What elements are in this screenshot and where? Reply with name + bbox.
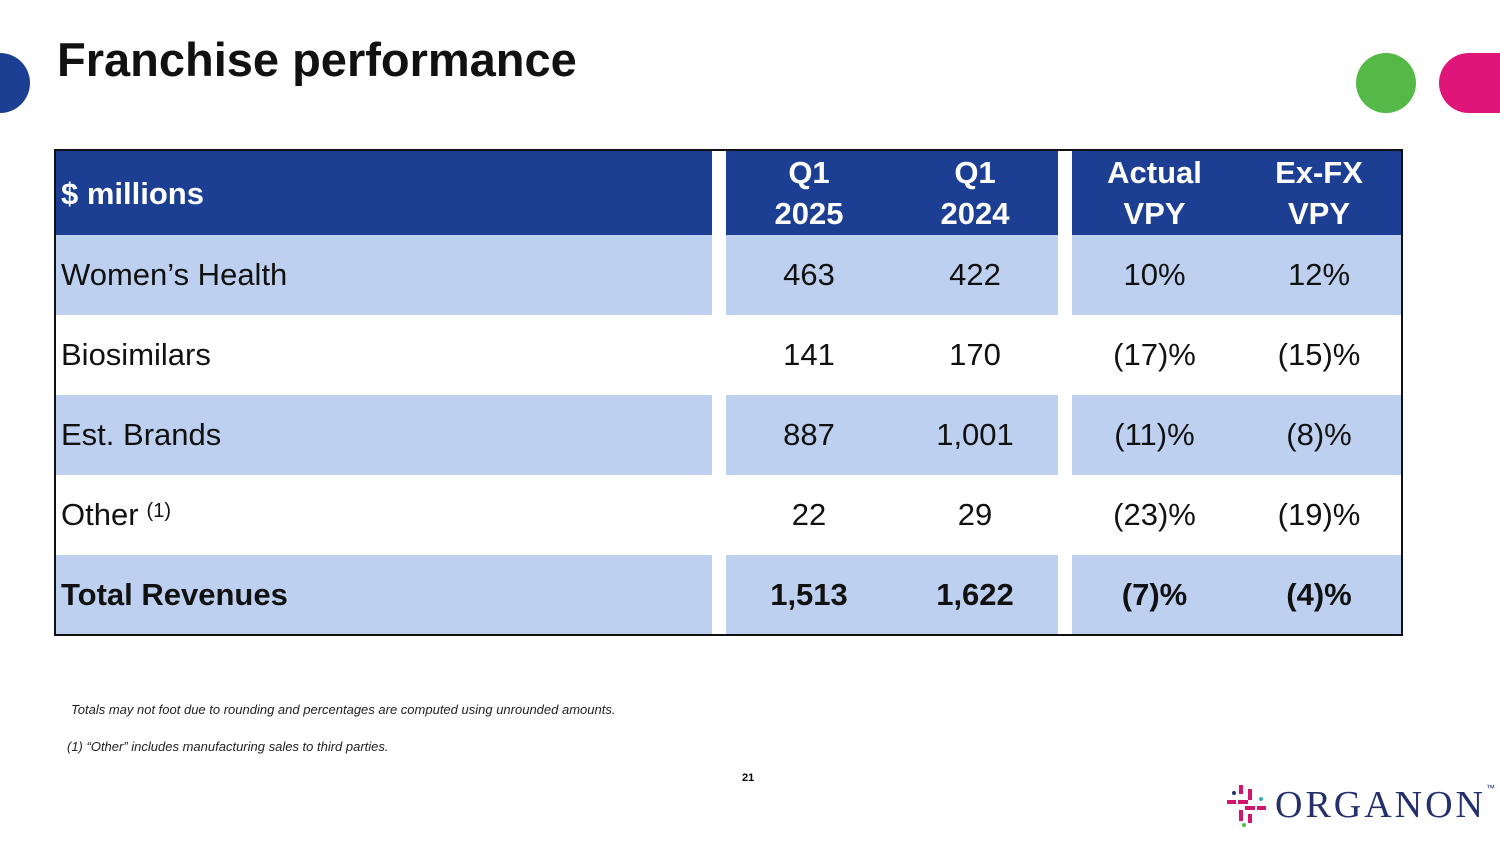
organon-mark-icon xyxy=(1227,785,1266,827)
cell-actual-vpy: 10% xyxy=(1072,235,1237,315)
footnote-rounding: Totals may not foot due to rounding and … xyxy=(71,702,616,717)
row-label: Biosimilars xyxy=(56,315,712,395)
row-label-text: Est. Brands xyxy=(61,417,222,452)
header-q1-2025: Q1 2025 xyxy=(726,151,892,235)
row-label-text: Biosimilars xyxy=(61,337,211,372)
cell-actual-vpy: (7)% xyxy=(1072,555,1237,634)
cell-actual-vpy: (11)% xyxy=(1072,395,1237,475)
cell-q1-2024: 29 xyxy=(957,497,993,532)
header-actual-vpy: Actual VPY xyxy=(1072,151,1237,235)
row-label: Est. Brands xyxy=(56,395,712,475)
cell-actual-vpy: (17)% xyxy=(1113,337,1196,372)
row-label: Women’s Health xyxy=(56,235,712,315)
page-title: Franchise performance xyxy=(57,33,577,86)
cell-q1-2024: 170 xyxy=(949,337,1001,372)
cell-q1-2025: 887 xyxy=(726,395,892,475)
cell-q1-2024: 1,622 xyxy=(892,555,1058,634)
header-exfx-vpy: Ex-FX VPY xyxy=(1237,151,1401,235)
header-q1-2024: Q1 2024 xyxy=(892,151,1058,235)
organon-logo: ORGANON ™ xyxy=(1225,783,1495,827)
footnote-marker: (1) xyxy=(146,499,171,522)
cell-exfx-vpy: (4)% xyxy=(1237,555,1401,634)
row-label-text: Women’s Health xyxy=(61,257,288,292)
page-number: 21 xyxy=(742,772,755,784)
cell-exfx-vpy: (8)% xyxy=(1237,395,1401,475)
row-label: Total Revenues xyxy=(56,555,712,634)
cell-exfx-vpy: (15)% xyxy=(1277,337,1361,372)
cell-q1-2024: 1,001 xyxy=(892,395,1058,475)
row-label-text: Total Revenues xyxy=(61,576,288,612)
cell-exfx-vpy: (19)% xyxy=(1277,497,1361,532)
cell-q1-2025: 1,513 xyxy=(726,555,892,634)
franchise-table: $ millions Q1 2025 Q1 2024 Actual VPY Ex… xyxy=(54,149,1403,636)
cell-q1-2025: 22 xyxy=(791,497,827,532)
cell-exfx-vpy: 12% xyxy=(1237,235,1401,315)
header-label: $ millions xyxy=(56,151,712,235)
logo-text: ORGANON xyxy=(1275,784,1486,826)
row-label: Other (1) xyxy=(56,475,712,555)
cell-actual-vpy: (23)% xyxy=(1113,497,1196,532)
row-label-text: Other xyxy=(61,497,139,532)
pink-pill-decoration xyxy=(1439,53,1500,113)
footnote-other: (1) “Other” includes manufacturing sales… xyxy=(67,739,389,754)
green-circle-decoration xyxy=(1356,53,1416,113)
cell-q1-2025: 463 xyxy=(726,235,892,315)
cell-q1-2024: 422 xyxy=(892,235,1058,315)
cell-q1-2025: 141 xyxy=(783,337,835,372)
trademark: ™ xyxy=(1486,783,1495,793)
blue-circle-decoration xyxy=(0,53,30,113)
